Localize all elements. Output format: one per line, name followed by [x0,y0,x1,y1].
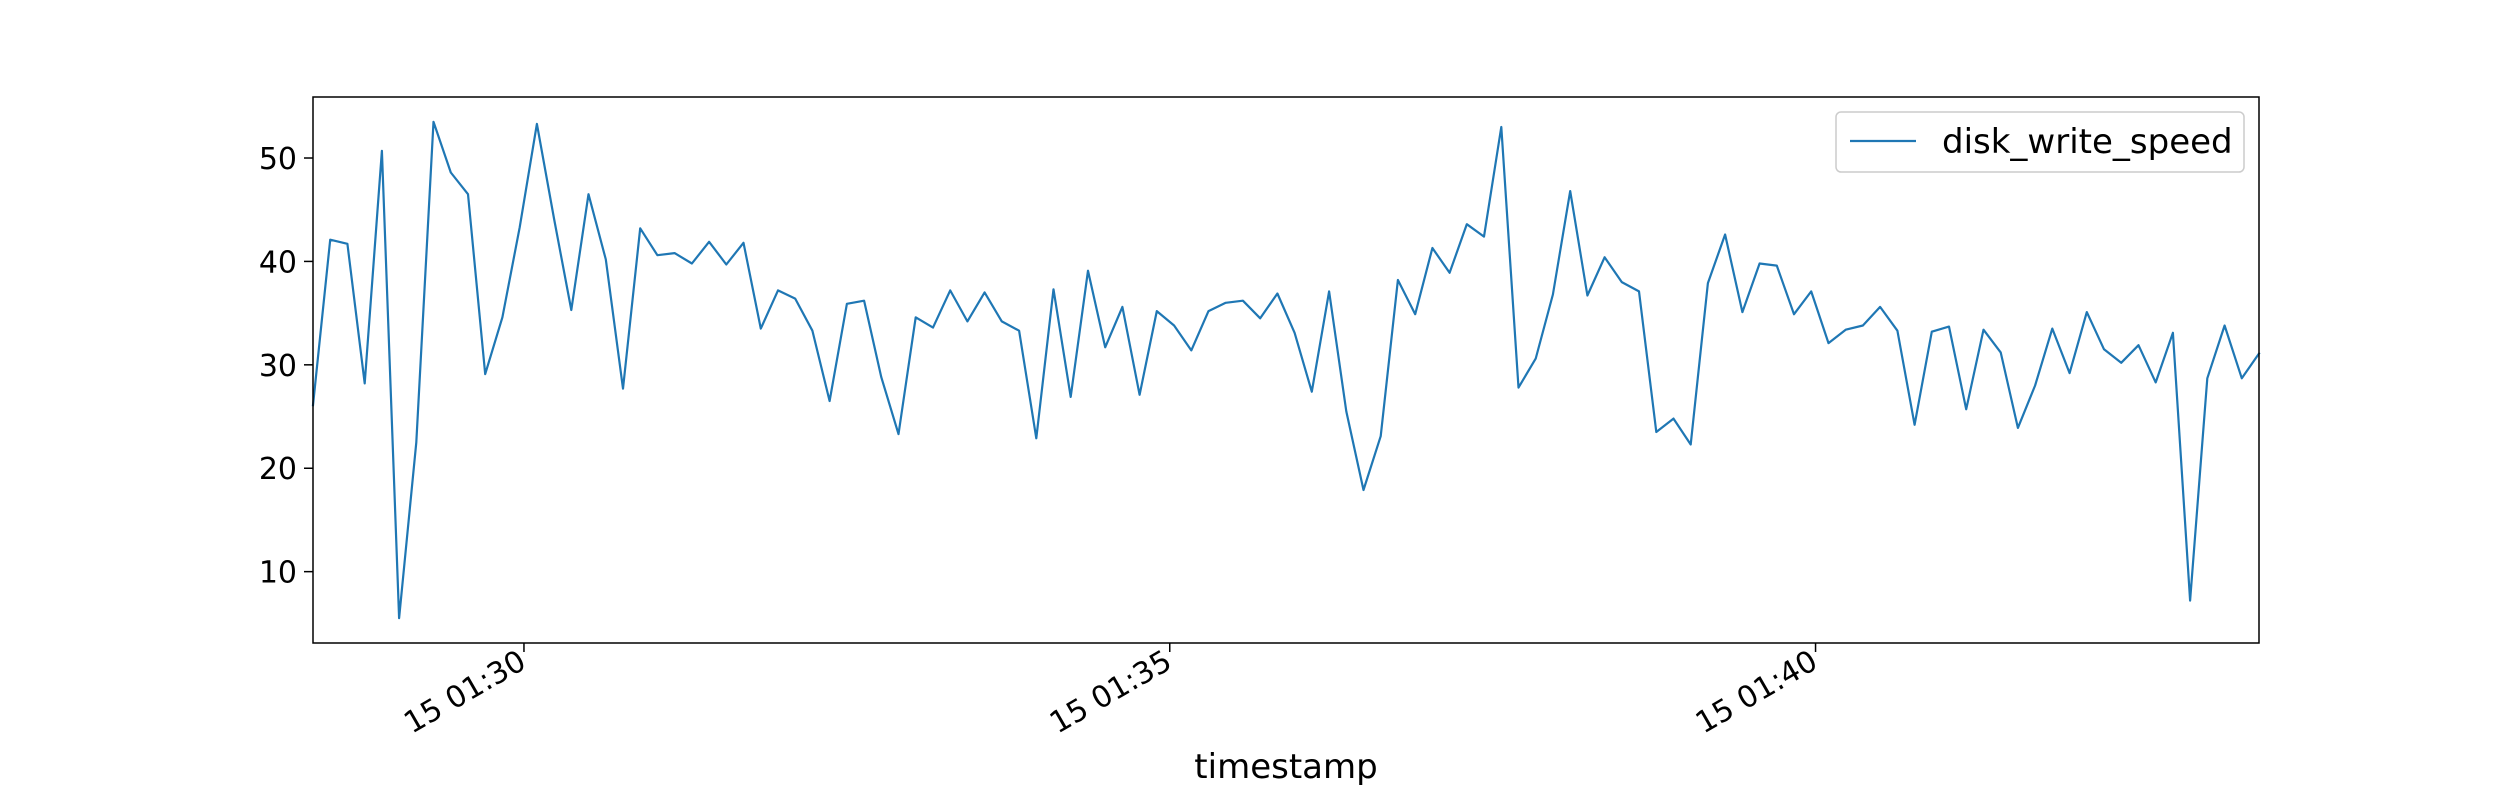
axes-frame [312,96,2260,644]
y-tick-label: 30 [259,349,297,384]
y-tick-label: 10 [259,556,297,591]
x-axis-label: timestamp [1194,747,1377,787]
y-tick-label: 50 [259,142,297,177]
series-line-disk-write-speed [311,120,2261,620]
legend: disk_write_speed [1835,111,2245,173]
y-axis: 10 20 30 40 50 [259,142,313,591]
y-tick-label: 20 [259,452,297,487]
y-tick-label: 40 [259,245,297,280]
plot-area [311,120,2261,620]
legend-label-disk-write-speed: disk_write_speed [1942,122,2233,162]
legend-box [1835,111,2245,173]
